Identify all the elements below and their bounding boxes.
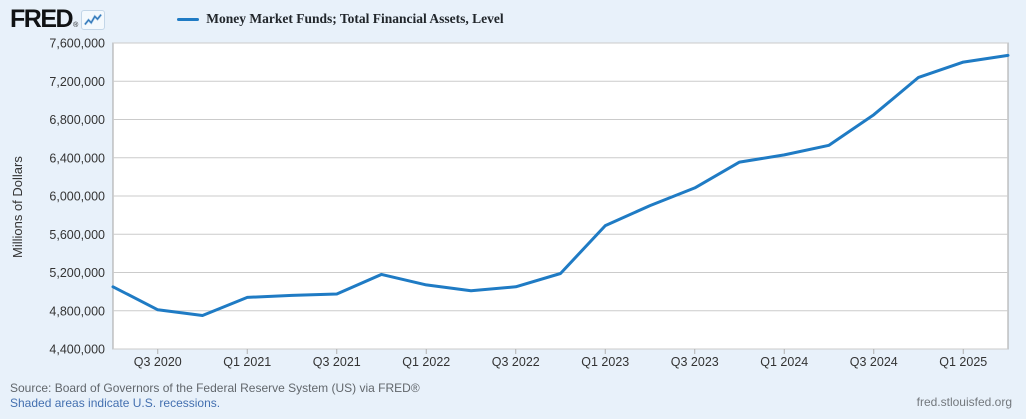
- fred-logo[interactable]: FRED ®: [10, 4, 106, 33]
- sparkline-icon: [81, 9, 106, 30]
- x-tick-label: Q1 2023: [581, 355, 629, 369]
- x-axis-tick-marks: [157, 349, 964, 354]
- series-title-link[interactable]: Money Market Funds; Total Financial Asse…: [206, 11, 504, 26]
- y-tick-label: 7,600,000: [49, 37, 105, 51]
- x-tick-label: Q1 2025: [939, 355, 987, 369]
- y-tick-label: 4,800,000: [49, 304, 105, 318]
- y-tick-label: 6,000,000: [49, 190, 105, 204]
- x-tick-label: Q1 2022: [402, 355, 450, 369]
- y-axis-title: Millions of Dollars: [10, 156, 25, 258]
- x-tick-label: Q3 2022: [492, 355, 540, 369]
- series-line-money-market-funds: [111, 53, 1010, 317]
- y-axis-tick-labels: 4,400,000 4,800,000 5,200,000 5,600,000 6,00…: [49, 37, 105, 357]
- y-tick-label: 7,200,000: [49, 75, 105, 89]
- x-tick-label: Q3 2024: [850, 355, 898, 369]
- legend-line-swatch: [177, 17, 200, 21]
- x-tick-label: Q3 2020: [134, 355, 182, 369]
- fred-site-link[interactable]: fred.stlouisfed.org: [916, 395, 1012, 409]
- y-tick-label: 4,400,000: [49, 343, 105, 357]
- y-tick-label: 6,800,000: [49, 113, 105, 127]
- x-tick-label: Q1 2021: [223, 355, 271, 369]
- gridlines: [113, 42, 1008, 350]
- y-tick-label: 6,400,000: [49, 151, 105, 165]
- chart-footer: Source: Board of Governors of the Federa…: [10, 381, 420, 410]
- recession-shading-link[interactable]: Shaded areas indicate U.S. recessions.: [10, 395, 221, 410]
- y-tick-label: 5,600,000: [49, 228, 105, 242]
- x-tick-label: Q3 2023: [671, 355, 719, 369]
- x-tick-label: Q3 2021: [313, 355, 361, 369]
- chart-header: FRED ® Money Market Funds; Total Financi…: [10, 4, 504, 34]
- y-tick-label: 5,200,000: [49, 266, 105, 280]
- x-tick-label: Q1 2024: [760, 355, 808, 369]
- x-axis-tick-labels: Q3 2020 Q1 2021 Q3 2021 Q1 2022 Q3 2022 Q1 20…: [134, 355, 988, 369]
- fred-registered-mark: ®: [73, 21, 79, 29]
- chart-legend: Money Market Funds; Total Financial Asse…: [177, 11, 504, 27]
- fred-logo-text: FRED: [10, 4, 74, 33]
- source-attribution: Source: Board of Governors of the Federa…: [10, 381, 420, 395]
